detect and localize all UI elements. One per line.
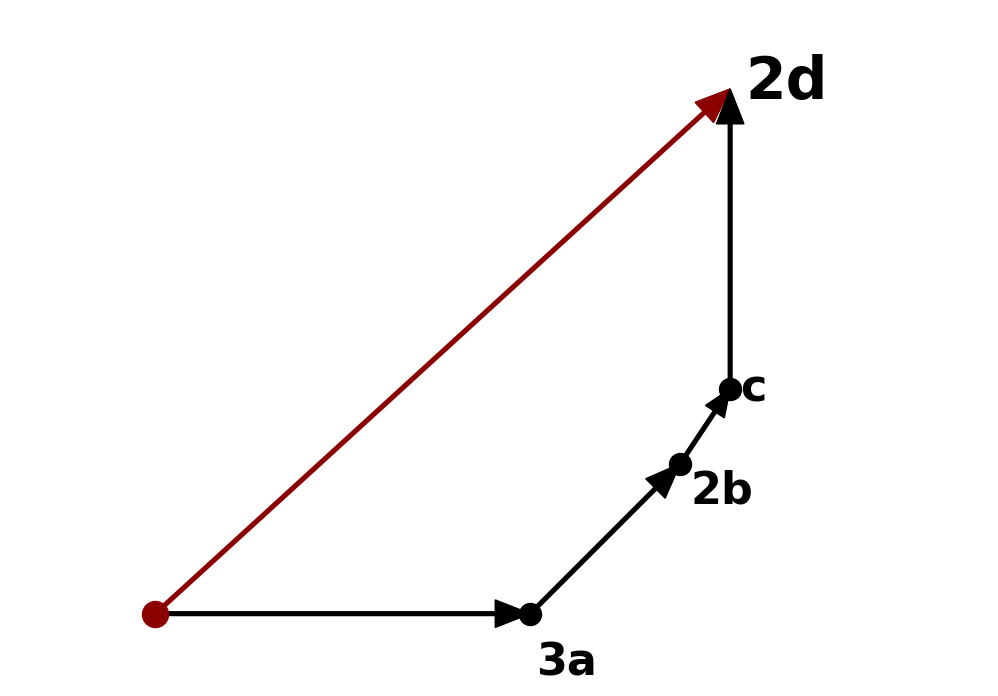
FancyArrow shape [154, 89, 731, 615]
Text: c: c [741, 367, 766, 410]
Point [148, 608, 164, 619]
FancyArrow shape [717, 89, 744, 389]
FancyArrow shape [156, 600, 530, 627]
Point [673, 458, 689, 469]
Point [522, 608, 538, 619]
Text: 3a: 3a [537, 641, 598, 684]
FancyArrow shape [529, 464, 681, 615]
Text: 2d: 2d [746, 54, 827, 111]
FancyArrow shape [679, 389, 731, 465]
Point [723, 383, 739, 395]
Text: 2b: 2b [691, 470, 753, 513]
